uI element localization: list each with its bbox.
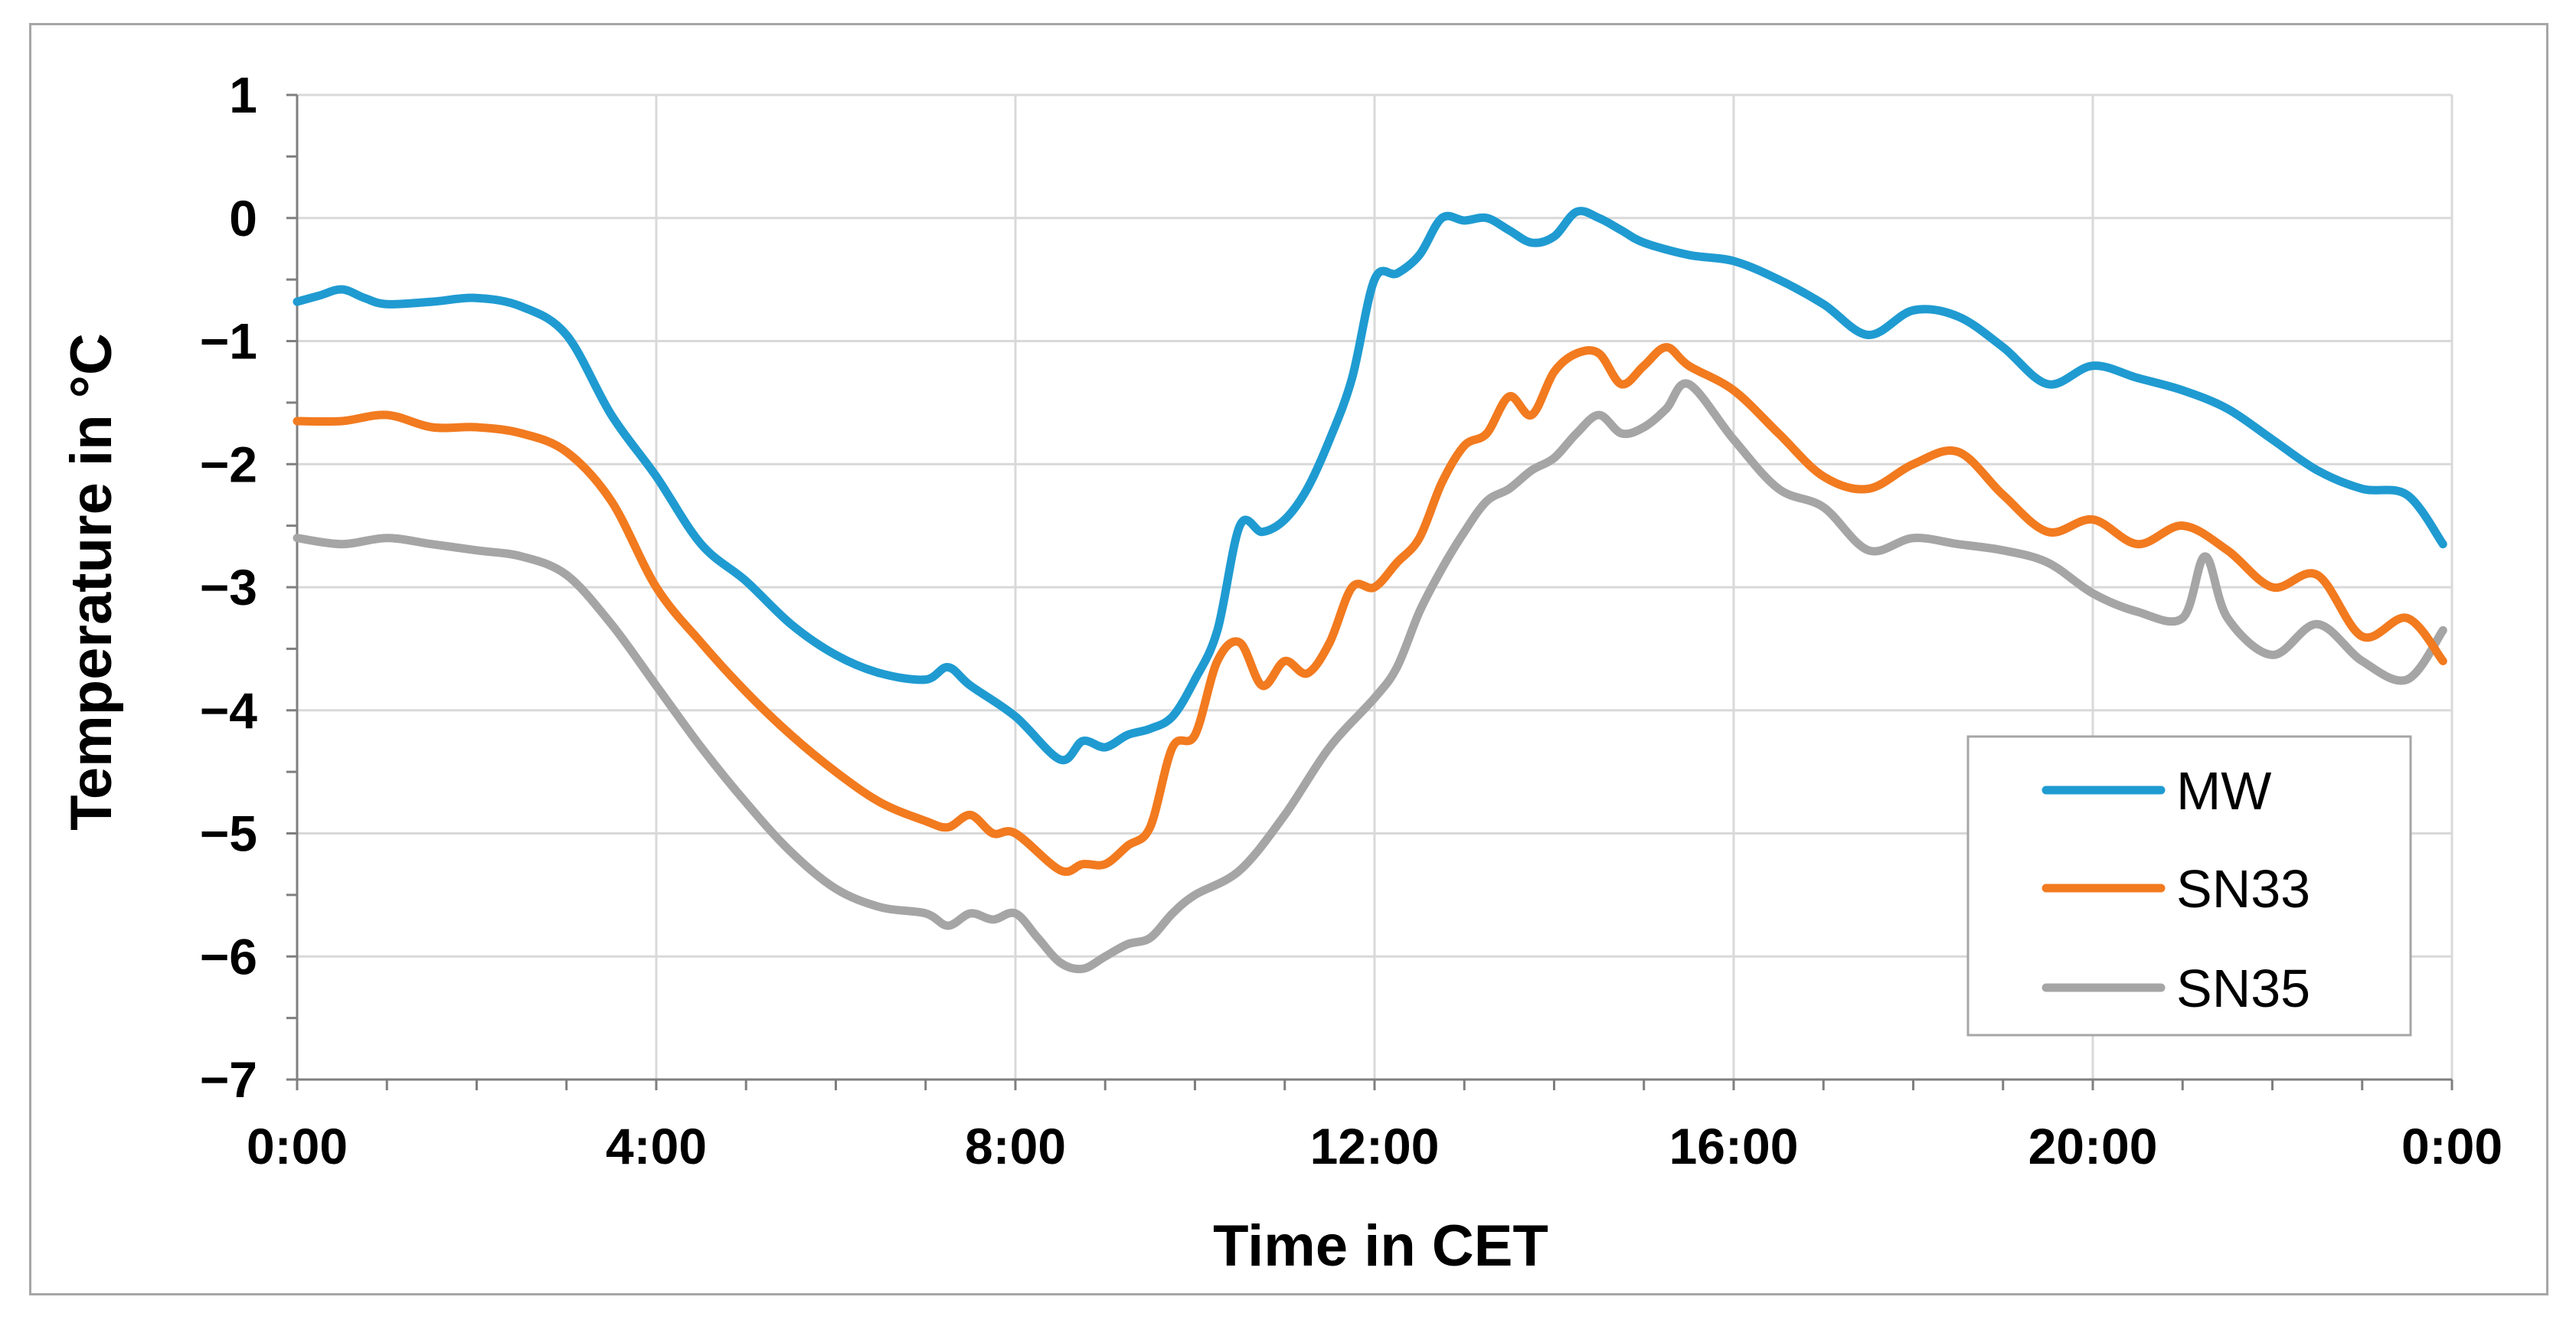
legend-label-sn35: SN35 xyxy=(2176,959,2310,1018)
y-tick-label: 1 xyxy=(229,67,257,123)
x-tick-label: 4:00 xyxy=(606,1118,707,1174)
legend-label-sn33: SN33 xyxy=(2176,859,2310,919)
axes xyxy=(286,93,2453,1090)
tick-labels: 1 0 −1 −2 −3 −4 −5 −6 −7 0:00 4:00 8:00 12:00 16:00 20… xyxy=(200,67,2502,1174)
y-tick-label: −7 xyxy=(200,1051,257,1108)
x-tick-label: 16:00 xyxy=(1669,1118,1799,1174)
x-tick-label: 0:00 xyxy=(247,1118,348,1174)
series-line-sn35 xyxy=(293,379,2447,974)
series-line-sn33 xyxy=(293,343,2447,876)
y-tick-label: −3 xyxy=(200,559,257,616)
y-tick-label: −1 xyxy=(200,313,257,370)
legend-label-mw: MW xyxy=(2176,761,2271,821)
series-lines xyxy=(293,207,2447,974)
y-tick-label: −5 xyxy=(200,805,257,862)
x-tick-label: 12:00 xyxy=(1310,1118,1440,1174)
y-tick-label: −2 xyxy=(200,436,257,492)
series-line-mw xyxy=(293,207,2447,765)
y-tick-label: −4 xyxy=(200,682,258,739)
y-tick-label: 0 xyxy=(229,190,257,247)
x-axis-title: Time in CET xyxy=(1213,1214,1548,1279)
legend: MW SN33 SN35 xyxy=(1966,735,2412,1037)
x-tick-label: 8:00 xyxy=(965,1118,1066,1174)
legend-box xyxy=(1966,735,2412,1037)
y-axis-title: Temperature in °C xyxy=(59,333,124,831)
x-tick-label: 0:00 xyxy=(2401,1118,2502,1174)
y-tick-label: −6 xyxy=(200,928,257,985)
x-tick-label: 20:00 xyxy=(2028,1118,2158,1174)
